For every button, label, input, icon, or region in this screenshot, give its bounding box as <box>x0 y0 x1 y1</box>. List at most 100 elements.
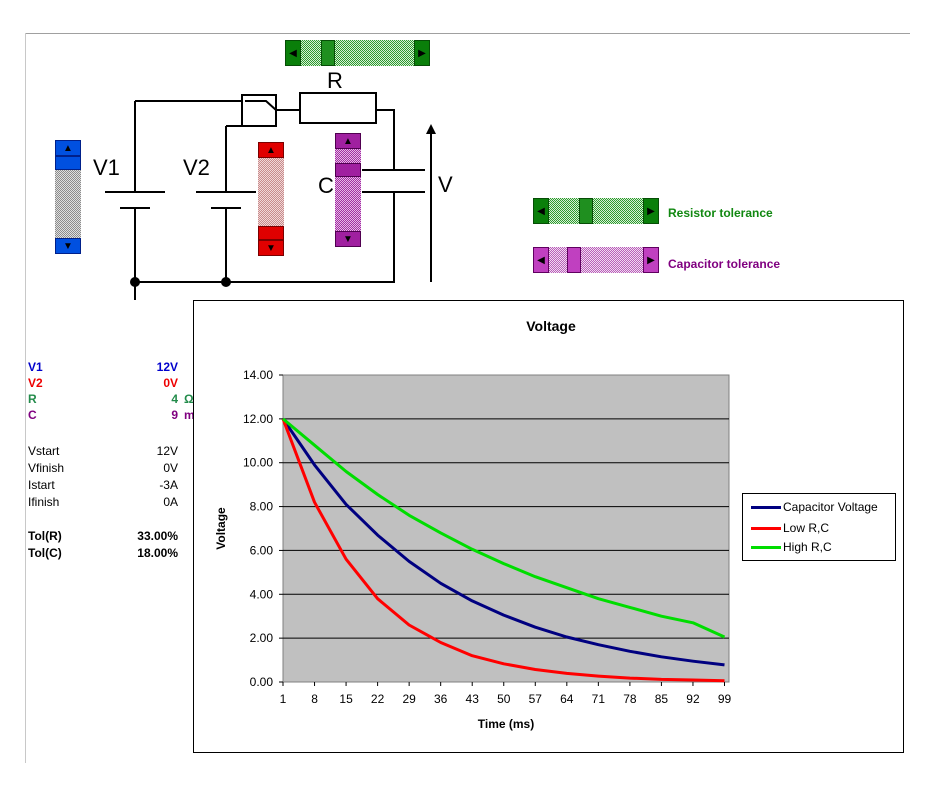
scroll-thumb[interactable] <box>321 40 335 66</box>
label: V2 <box>28 376 43 390</box>
plot-area <box>282 374 730 683</box>
label-v1: V1 <box>93 155 120 180</box>
scroll-down-button[interactable]: ▼ <box>335 231 361 247</box>
r-scrollbar[interactable]: ◀ ▶ <box>285 40 430 66</box>
v2-scrollbar[interactable]: ▲ ▼ <box>258 142 284 256</box>
node-dot-right <box>221 277 231 287</box>
value: 12V <box>156 360 178 374</box>
x-tick-label: 36 <box>434 692 448 706</box>
label: V1 <box>28 360 43 374</box>
scroll-thumb[interactable] <box>579 198 593 224</box>
label: Istart <box>28 478 55 492</box>
x-axis-title: Time (ms) <box>478 717 534 731</box>
scroll-left-button[interactable]: ◀ <box>285 40 301 66</box>
x-tick-label: 15 <box>339 692 353 706</box>
label: C <box>28 408 37 422</box>
c-scrollbar[interactable]: ▲ ▼ <box>335 133 361 247</box>
voltage-chart[interactable]: Voltage 0.00 2.00 4.00 6.00 8.00 10.00 12.00 14… <box>193 300 904 753</box>
legend-label: Low R,C <box>783 521 830 535</box>
label: Vstart <box>28 444 60 458</box>
v1-scrollbar[interactable]: ▲ ▼ <box>55 140 81 254</box>
scroll-thumb[interactable] <box>335 163 361 177</box>
x-tick-label: 57 <box>529 692 543 706</box>
x-tick-label: 1 <box>280 692 287 706</box>
legend-swatch <box>751 526 781 530</box>
y-tick-label: 12.00 <box>243 412 273 426</box>
resistor-tolerance-scrollbar[interactable]: ◀ ▶ <box>533 198 659 224</box>
scroll-thumb[interactable] <box>55 156 81 170</box>
scroll-left-button[interactable]: ◀ <box>533 198 549 224</box>
y-tick-label: 8.00 <box>250 500 274 514</box>
scroll-right-button[interactable]: ▶ <box>643 198 659 224</box>
x-tick-label: 85 <box>655 692 669 706</box>
capacitor-tolerance-label: Capacitor tolerance <box>668 257 781 271</box>
wire-resistor-capacitor <box>376 109 395 170</box>
x-tick-label: 64 <box>560 692 574 706</box>
scroll-down-button[interactable]: ▼ <box>55 238 81 254</box>
legend-item-low-rc: Low R,C <box>751 521 829 535</box>
scroll-right-button[interactable]: ▶ <box>643 247 659 273</box>
scroll-track[interactable] <box>301 40 414 66</box>
y-tick-label: 10.00 <box>243 456 273 470</box>
capacitor-tolerance-scrollbar[interactable]: ◀ ▶ <box>533 247 659 273</box>
y-tick-label: 4.00 <box>250 587 274 601</box>
value: 0A <box>163 495 178 509</box>
chart-title: Voltage <box>526 318 576 334</box>
value: 9 <box>171 408 178 422</box>
scroll-thumb[interactable] <box>567 247 581 273</box>
x-tick-label: 78 <box>623 692 637 706</box>
value: 0V <box>163 376 178 390</box>
capacitor-plates <box>362 169 425 193</box>
voltage-arrow-head <box>426 124 436 134</box>
scroll-track[interactable] <box>55 156 81 238</box>
circuit-diagram: R V1 V2 C V <box>93 68 453 300</box>
label-r: R <box>327 68 343 93</box>
scroll-left-button[interactable]: ◀ <box>533 247 549 273</box>
label: Ifinish <box>28 495 60 509</box>
y-tick-label: 2.00 <box>250 631 274 645</box>
legend-item-high-rc: High R,C <box>751 540 832 554</box>
scroll-thumb[interactable] <box>258 226 284 240</box>
label: Tol(R) <box>28 529 62 543</box>
scroll-track[interactable] <box>258 158 284 240</box>
values-panel: V1 12V V2 0V R 4 Ω C 9 mF Vstart 12V Vfi… <box>28 360 202 570</box>
scroll-track[interactable] <box>549 247 643 273</box>
series-line-high-r-c <box>282 417 726 639</box>
legend-label: Capacitor Voltage <box>783 500 878 514</box>
scroll-down-button[interactable]: ▼ <box>258 240 284 256</box>
series-line-capacitor-voltage <box>281 418 725 667</box>
label-c: C <box>318 173 334 198</box>
y-axis-title: Voltage <box>214 507 228 550</box>
label-v2: V2 <box>183 155 210 180</box>
y-tick-label: 0.00 <box>250 675 274 689</box>
chart-legend: Capacitor Voltage Low R,C High R,C <box>742 493 896 561</box>
x-tick-label: 99 <box>718 692 732 706</box>
scroll-track[interactable] <box>335 149 361 231</box>
scroll-track[interactable] <box>549 198 643 224</box>
sheet-gridline-top <box>25 33 910 34</box>
legend-swatch <box>751 545 781 549</box>
label: R <box>28 392 37 406</box>
x-tick-label: 43 <box>466 692 480 706</box>
value: 33.00% <box>137 529 178 543</box>
unit: Ω <box>184 392 194 406</box>
chart-canvas: Voltage 0.002.004.006.008.0010.0012.0014… <box>214 318 732 731</box>
battery-v1 <box>105 191 165 209</box>
legend-item-capacitor-voltage: Capacitor Voltage <box>751 500 878 514</box>
switch-box <box>241 94 277 127</box>
scroll-up-button[interactable]: ▲ <box>335 133 361 149</box>
x-tick-label: 71 <box>592 692 606 706</box>
legend-label: High R,C <box>783 540 832 554</box>
label: Tol(C) <box>28 546 62 560</box>
series-line-low-r-c <box>281 418 725 683</box>
scroll-right-button[interactable]: ▶ <box>414 40 430 66</box>
scroll-up-button[interactable]: ▲ <box>55 140 81 156</box>
value: 12V <box>156 444 178 458</box>
value: 18.00% <box>137 546 178 560</box>
sheet-gridline-left <box>25 33 26 763</box>
legend-swatch <box>751 505 781 509</box>
label-v: V <box>438 172 453 197</box>
scroll-up-button[interactable]: ▲ <box>258 142 284 158</box>
node-dot-left <box>130 277 140 287</box>
resistor-symbol <box>299 92 377 124</box>
